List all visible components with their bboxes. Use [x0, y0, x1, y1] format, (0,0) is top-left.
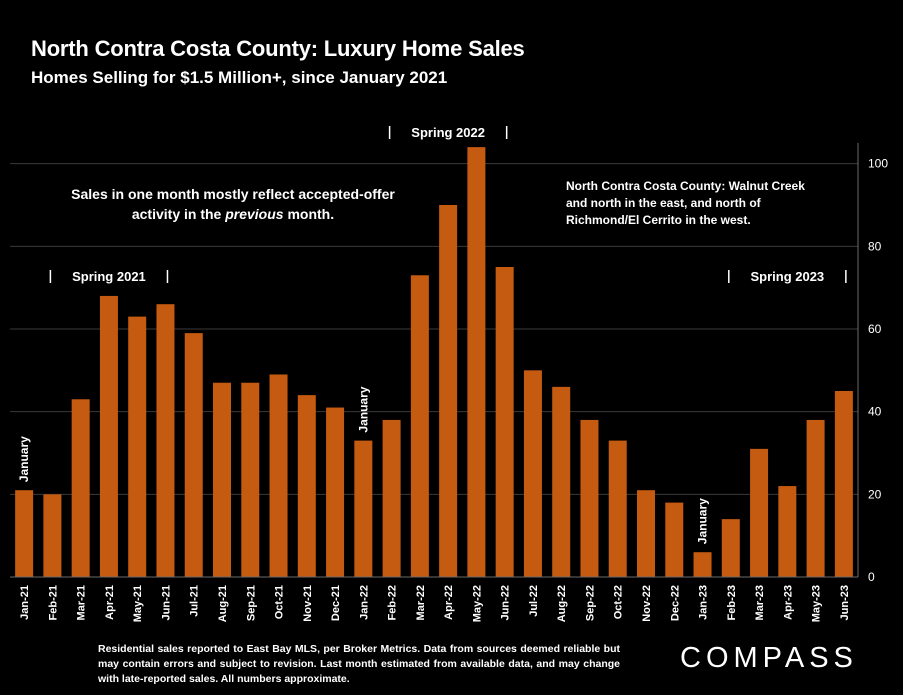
january-annotation: January [17, 436, 31, 482]
x-tick-label: Dec-22 [669, 585, 681, 621]
chart-title: North Contra Costa County: Luxury Home S… [31, 36, 525, 61]
note-left-suffix: month. [283, 206, 335, 222]
x-tick-label: Nov-22 [641, 585, 653, 622]
y-tick-label: 0 [868, 570, 875, 584]
bar [693, 552, 712, 577]
x-tick-label: Jun-22 [500, 585, 512, 620]
x-tick-label: May-21 [132, 585, 144, 622]
x-tick-label: Jan-22 [358, 585, 370, 620]
bar [128, 316, 147, 577]
x-tick-label: Jul-21 [189, 585, 201, 617]
y-tick-label: 40 [868, 405, 882, 419]
x-tick-label: Oct-22 [613, 585, 625, 619]
bar [608, 440, 627, 577]
bar [184, 333, 203, 577]
spring-annotation: Spring 2022 [411, 125, 485, 140]
x-tick-label: Aug-21 [217, 585, 229, 622]
x-tick-label: Feb-23 [726, 585, 738, 620]
bar [580, 419, 599, 577]
x-tick-label: Aug-22 [556, 585, 568, 622]
bar [637, 490, 655, 577]
bar [523, 370, 542, 577]
note-accepted-offer: Sales in one month mostly reflect accept… [64, 184, 402, 224]
bar [297, 395, 316, 577]
bar [665, 502, 684, 577]
bar [439, 205, 458, 577]
bar [778, 486, 797, 577]
x-tick-label: Sep-22 [584, 585, 596, 621]
x-tick-label: Jun-21 [160, 585, 172, 620]
x-tick-label: Sep-21 [245, 585, 257, 621]
bar [495, 267, 514, 577]
x-tick-label: Jul-22 [528, 585, 540, 617]
bar [750, 448, 769, 577]
compass-logo: COMPASS [680, 642, 858, 674]
bar [806, 419, 825, 577]
x-tick-label: Mar-22 [415, 585, 427, 620]
bar [326, 407, 345, 577]
bar [354, 440, 373, 577]
x-tick-label: Apr-22 [443, 585, 455, 620]
bar [156, 304, 175, 577]
y-tick-label: 60 [868, 322, 882, 336]
x-tick-label: Jun-23 [839, 585, 851, 620]
bar [43, 494, 62, 577]
x-tick-label: Jan-23 [698, 585, 710, 620]
x-tick-label: May-22 [471, 585, 483, 622]
x-tick-label: Jan-21 [19, 585, 31, 620]
x-tick-label: Feb-22 [387, 585, 399, 620]
bar [410, 275, 429, 577]
x-tick-label: Mar-21 [76, 585, 88, 620]
bar [99, 295, 118, 577]
bar [834, 391, 853, 577]
chart-subtitle: Homes Selling for $1.5 Million+, since J… [31, 68, 448, 87]
spring-annotation: Spring 2021 [72, 269, 146, 284]
x-tick-label: Dec-21 [330, 585, 342, 621]
bar [213, 382, 231, 577]
footnote: Residential sales reported to East Bay M… [98, 643, 620, 685]
bar [71, 399, 90, 577]
bar [269, 374, 288, 577]
january-annotation: January [696, 498, 710, 544]
x-tick-label: Oct-21 [274, 585, 286, 619]
bar [382, 419, 401, 577]
y-tick-label: 100 [868, 157, 888, 171]
y-tick-label: 20 [868, 487, 882, 501]
bar [15, 490, 34, 577]
y-tick-label: 80 [868, 239, 882, 253]
x-tick-label: Apr-21 [104, 585, 116, 620]
bar [721, 519, 740, 577]
spring-annotation: Spring 2023 [750, 269, 824, 284]
note-region: North Contra Costa County: Walnut Creek … [566, 179, 805, 227]
x-tick-label: Nov-21 [302, 585, 314, 622]
x-tick-label: Apr-23 [782, 585, 794, 620]
x-tick-label: Mar-23 [754, 585, 766, 620]
note-left-prefix: Sales in one month mostly reflect accept… [71, 186, 395, 222]
bar [552, 386, 571, 577]
bar [241, 382, 260, 577]
bar [467, 147, 486, 577]
january-annotation: January [356, 386, 370, 432]
note-left-emphasis: previous [225, 206, 284, 222]
x-tick-label: Feb-21 [47, 585, 59, 620]
x-tick-label: May-23 [811, 585, 823, 622]
